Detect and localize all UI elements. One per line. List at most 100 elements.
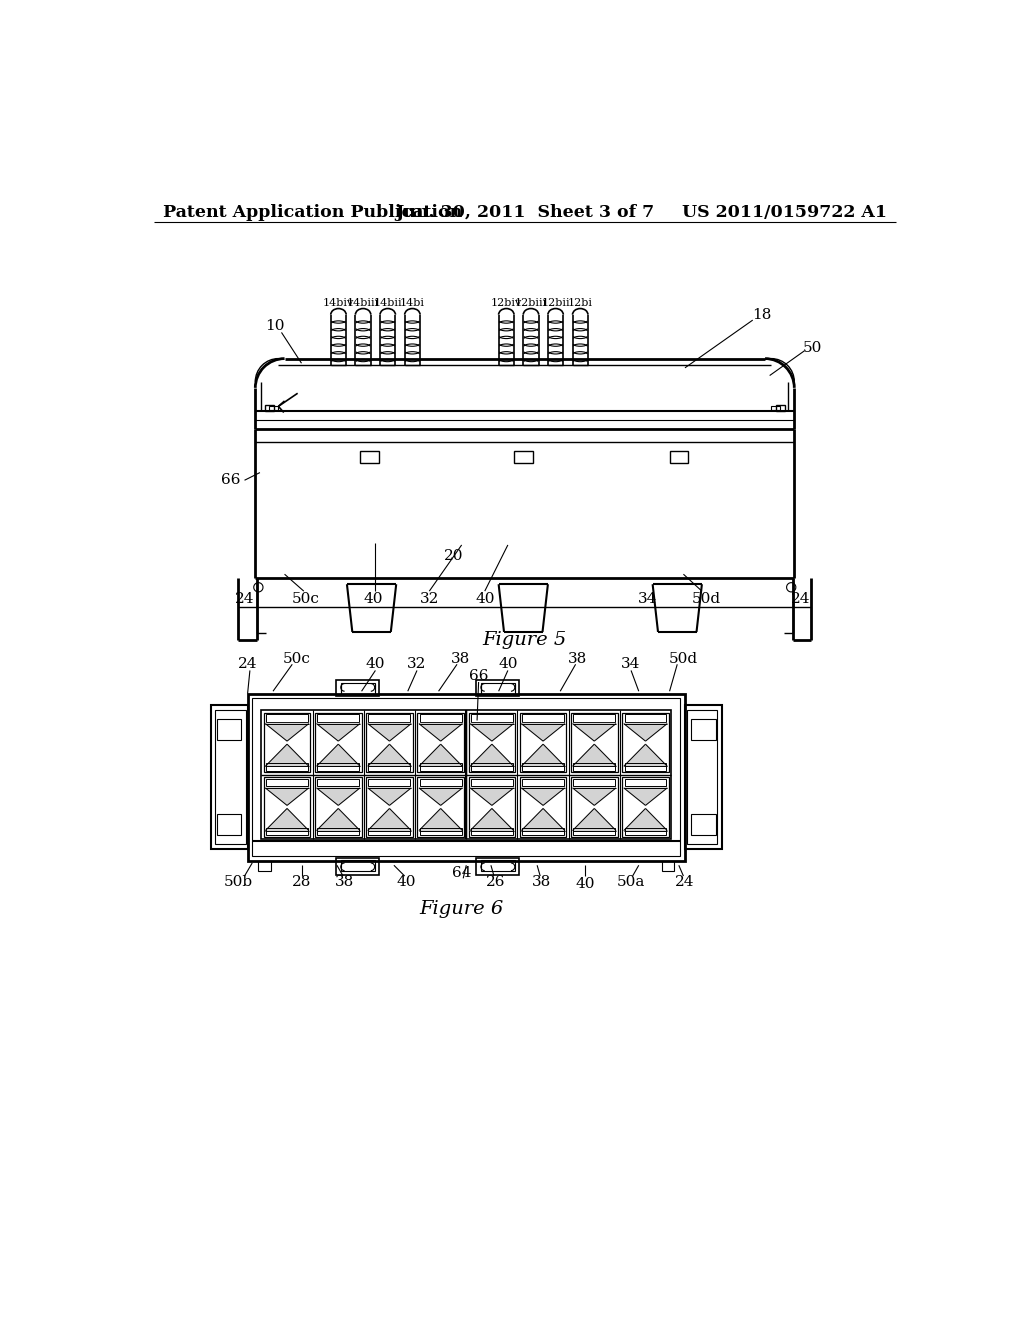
Bar	[360, 451, 379, 463]
Bar	[625, 714, 667, 722]
Bar	[317, 828, 359, 836]
Text: Patent Application Publication: Patent Application Publication	[163, 203, 462, 220]
Bar	[522, 779, 564, 787]
Polygon shape	[419, 788, 463, 805]
Bar	[317, 714, 359, 722]
Text: 38: 38	[335, 875, 354, 890]
Text: 50a: 50a	[616, 875, 645, 890]
Bar	[367, 777, 413, 837]
Bar	[252, 698, 680, 857]
Bar	[522, 763, 564, 771]
Text: 24: 24	[234, 591, 254, 606]
Polygon shape	[368, 723, 412, 741]
Polygon shape	[419, 723, 463, 741]
Bar	[471, 779, 513, 787]
Bar	[623, 777, 669, 837]
Polygon shape	[521, 723, 565, 741]
Bar	[571, 713, 617, 772]
Polygon shape	[624, 744, 668, 767]
Bar	[341, 859, 375, 871]
Polygon shape	[572, 808, 616, 830]
Polygon shape	[624, 788, 668, 805]
Bar	[776, 405, 785, 411]
Polygon shape	[265, 808, 309, 830]
Polygon shape	[470, 723, 514, 741]
Bar	[369, 763, 411, 771]
Text: 26: 26	[485, 875, 505, 890]
Polygon shape	[572, 723, 616, 741]
Polygon shape	[624, 808, 668, 830]
Polygon shape	[368, 808, 412, 830]
Bar	[258, 861, 270, 871]
Bar	[369, 714, 411, 722]
Bar	[266, 714, 308, 722]
Bar	[476, 680, 519, 696]
Polygon shape	[419, 808, 463, 830]
Text: 24: 24	[238, 657, 257, 672]
Text: 50d: 50d	[692, 591, 721, 606]
Text: 14biii: 14biii	[347, 298, 379, 308]
Text: 50b: 50b	[224, 875, 253, 890]
Text: 50d: 50d	[669, 652, 698, 665]
Bar	[573, 828, 615, 836]
Bar	[336, 858, 379, 875]
Text: 12biv: 12biv	[490, 298, 522, 308]
Text: 32: 32	[408, 657, 427, 672]
Bar	[625, 779, 667, 787]
Text: 40: 40	[498, 657, 517, 672]
Polygon shape	[316, 723, 360, 741]
Polygon shape	[470, 808, 514, 830]
Bar	[573, 779, 615, 787]
Text: 12biii: 12biii	[515, 298, 547, 308]
Text: Jun. 30, 2011  Sheet 3 of 7: Jun. 30, 2011 Sheet 3 of 7	[395, 203, 654, 220]
Bar	[573, 763, 615, 771]
Text: 20: 20	[444, 549, 464, 562]
Bar	[420, 828, 462, 836]
Bar	[686, 710, 717, 845]
Polygon shape	[368, 744, 412, 767]
Bar	[520, 777, 566, 837]
Text: 40: 40	[366, 657, 385, 672]
Polygon shape	[265, 723, 309, 741]
Polygon shape	[521, 788, 565, 805]
Text: 32: 32	[420, 591, 439, 606]
Text: US 2011/0159722 A1: US 2011/0159722 A1	[682, 203, 887, 220]
Polygon shape	[521, 808, 565, 830]
Text: 50: 50	[803, 341, 821, 355]
Bar	[691, 719, 716, 739]
Text: 24: 24	[791, 591, 810, 606]
Bar	[476, 858, 519, 875]
Text: 66: 66	[469, 669, 488, 682]
Text: 14bii: 14bii	[374, 298, 402, 308]
Text: 14biv: 14biv	[323, 298, 354, 308]
Bar	[420, 714, 462, 722]
Bar	[481, 682, 515, 694]
Bar	[264, 405, 273, 411]
Bar	[420, 779, 462, 787]
Polygon shape	[316, 744, 360, 767]
Polygon shape	[470, 744, 514, 767]
Bar	[367, 713, 413, 772]
Bar	[771, 407, 780, 411]
Bar	[215, 710, 246, 845]
Bar	[662, 861, 674, 871]
Bar	[625, 828, 667, 836]
Text: 28: 28	[292, 875, 311, 890]
Bar	[264, 713, 310, 772]
Bar	[514, 451, 532, 463]
Bar	[217, 814, 242, 836]
Bar	[317, 763, 359, 771]
Text: 64: 64	[452, 866, 471, 880]
Text: 40: 40	[475, 591, 495, 606]
Bar	[522, 828, 564, 836]
Bar	[471, 828, 513, 836]
Text: 50c: 50c	[292, 591, 321, 606]
Bar	[261, 710, 671, 840]
Bar	[481, 859, 515, 871]
Bar	[670, 451, 688, 463]
Polygon shape	[572, 788, 616, 805]
Bar	[315, 777, 361, 837]
Text: 14bi: 14bi	[400, 298, 425, 308]
Text: 12bi: 12bi	[567, 298, 593, 308]
Polygon shape	[316, 808, 360, 830]
